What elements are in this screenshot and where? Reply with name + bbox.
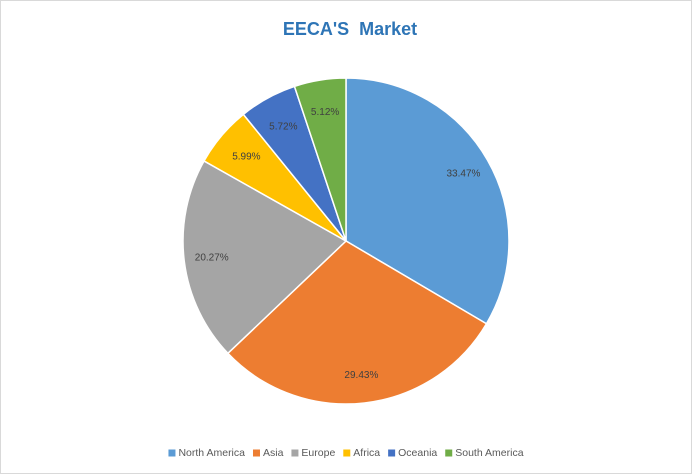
- legend-label: North America: [178, 447, 245, 459]
- legend-swatch: [388, 449, 396, 457]
- chart-title: EECA'S Market: [283, 19, 417, 39]
- legend-label: Oceania: [398, 447, 437, 459]
- legend-swatch: [252, 449, 260, 457]
- legend-label: South America: [455, 447, 523, 459]
- pie-slice: [293, 77, 347, 242]
- pie: 33.47% 29.43% 20.27% 5.99% 5.72% 5.12%: [182, 77, 510, 405]
- data-label: 5.99%: [232, 151, 260, 162]
- legend-swatch: [291, 449, 299, 457]
- legend-label: Asia: [263, 447, 284, 459]
- data-label: 5.12%: [311, 107, 339, 118]
- legend-swatch: [445, 449, 453, 457]
- pie-slice: [226, 240, 488, 405]
- legend: North America Asia Europe Africa Oceania Sout…: [168, 447, 524, 459]
- data-label: 33.47%: [446, 168, 480, 179]
- legend-swatch: [343, 449, 351, 457]
- data-label: 5.72%: [269, 121, 297, 132]
- pie-slice: [345, 77, 510, 325]
- pie-slice: [182, 159, 348, 355]
- data-label: 29.43%: [344, 370, 378, 381]
- legend-label: Europe: [301, 447, 335, 459]
- data-label: 20.27%: [195, 252, 229, 263]
- legend-label: Africa: [353, 447, 380, 459]
- legend-swatch: [168, 449, 176, 457]
